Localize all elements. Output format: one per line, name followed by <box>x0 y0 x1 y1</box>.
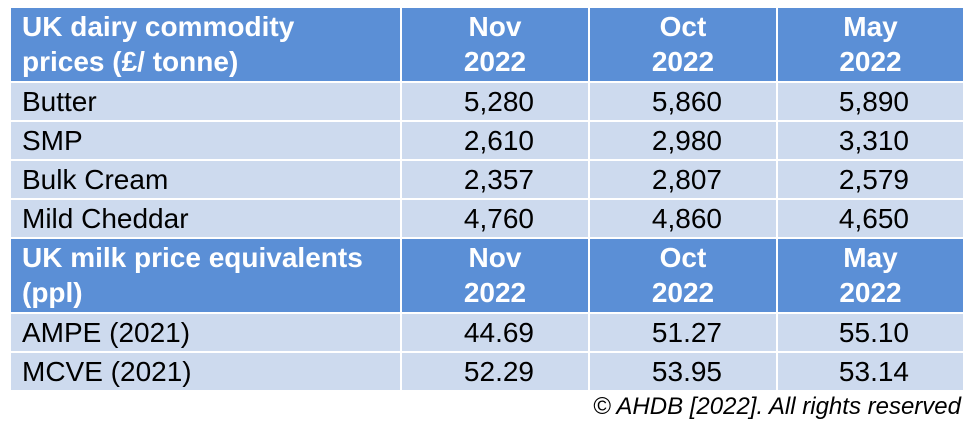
column-header-year: 2022 <box>463 46 527 77</box>
column-header-oct: Oct 2022 <box>588 237 778 314</box>
commodity-header-line1: UK dairy commodity <box>22 11 295 42</box>
cell-value: 5,890 <box>776 81 965 122</box>
row-label: Mild Cheddar <box>9 198 402 239</box>
table-row-ampe: AMPE (2021) 44.69 51.27 55.10 <box>9 312 965 353</box>
row-label: Butter <box>9 81 402 122</box>
cell-value: 53.95 <box>588 351 778 392</box>
row-label: MCVE (2021) <box>9 351 402 392</box>
cell-value: 51.27 <box>588 312 778 353</box>
column-header-month: Oct <box>659 242 707 273</box>
cell-value: 4,760 <box>400 198 590 239</box>
table-row-mcve: MCVE (2021) 52.29 53.95 53.14 <box>9 351 965 392</box>
cell-value: 4,650 <box>776 198 965 239</box>
cell-value: 5,860 <box>588 81 778 122</box>
column-header-may: May 2022 <box>776 6 965 83</box>
column-header-year: 2022 <box>651 277 715 308</box>
cell-value: 55.10 <box>776 312 965 353</box>
milk-price-header-row: UK milk price equivalents (ppl) Nov 2022… <box>9 237 965 314</box>
row-label: SMP <box>9 120 402 161</box>
cell-value: 52.29 <box>400 351 590 392</box>
column-header-nov: Nov 2022 <box>400 237 590 314</box>
table-row-mild-cheddar: Mild Cheddar 4,760 4,860 4,650 <box>9 198 965 239</box>
cell-value: 53.14 <box>776 351 965 392</box>
column-header-year: 2022 <box>651 46 715 77</box>
column-header-month: Nov <box>468 242 522 273</box>
table-row-butter: Butter 5,280 5,860 5,890 <box>9 81 965 122</box>
commodity-header-line2: prices (£/ tonne) <box>22 46 239 77</box>
copyright-notice: © AHDB [2022]. All rights reserved <box>592 393 961 420</box>
table-row-smp: SMP 2,610 2,980 3,310 <box>9 120 965 161</box>
cell-value: 2,807 <box>588 159 778 200</box>
column-header-may: May 2022 <box>776 237 965 314</box>
cell-value: 3,310 <box>776 120 965 161</box>
table-row-bulk-cream: Bulk Cream 2,357 2,807 2,579 <box>9 159 965 200</box>
column-header-month: May <box>843 11 898 42</box>
column-header-month: Nov <box>468 11 522 42</box>
column-header-year: 2022 <box>463 277 527 308</box>
cell-value: 2,579 <box>776 159 965 200</box>
cell-value: 44.69 <box>400 312 590 353</box>
column-header-year: 2022 <box>839 277 902 308</box>
cell-value: 2,357 <box>400 159 590 200</box>
column-header-month: Oct <box>659 11 707 42</box>
column-header-year: 2022 <box>839 46 902 77</box>
milk-price-header-line1: UK milk price equivalents <box>22 242 363 273</box>
column-header-month: May <box>843 242 898 273</box>
cell-value: 2,610 <box>400 120 590 161</box>
column-header-oct: Oct 2022 <box>588 6 778 83</box>
commodity-header-row: UK dairy commodity prices (£/ tonne) Nov… <box>9 6 965 83</box>
row-label: AMPE (2021) <box>9 312 402 353</box>
milk-price-header-line2: (ppl) <box>22 277 83 308</box>
commodity-header-label: UK dairy commodity prices (£/ tonne) <box>9 6 402 83</box>
column-header-nov: Nov 2022 <box>400 6 590 83</box>
dairy-prices-table: UK dairy commodity prices (£/ tonne) Nov… <box>9 6 965 392</box>
cell-value: 5,280 <box>400 81 590 122</box>
cell-value: 2,980 <box>588 120 778 161</box>
row-label: Bulk Cream <box>9 159 402 200</box>
cell-value: 4,860 <box>588 198 778 239</box>
milk-price-header-label: UK milk price equivalents (ppl) <box>9 237 402 314</box>
